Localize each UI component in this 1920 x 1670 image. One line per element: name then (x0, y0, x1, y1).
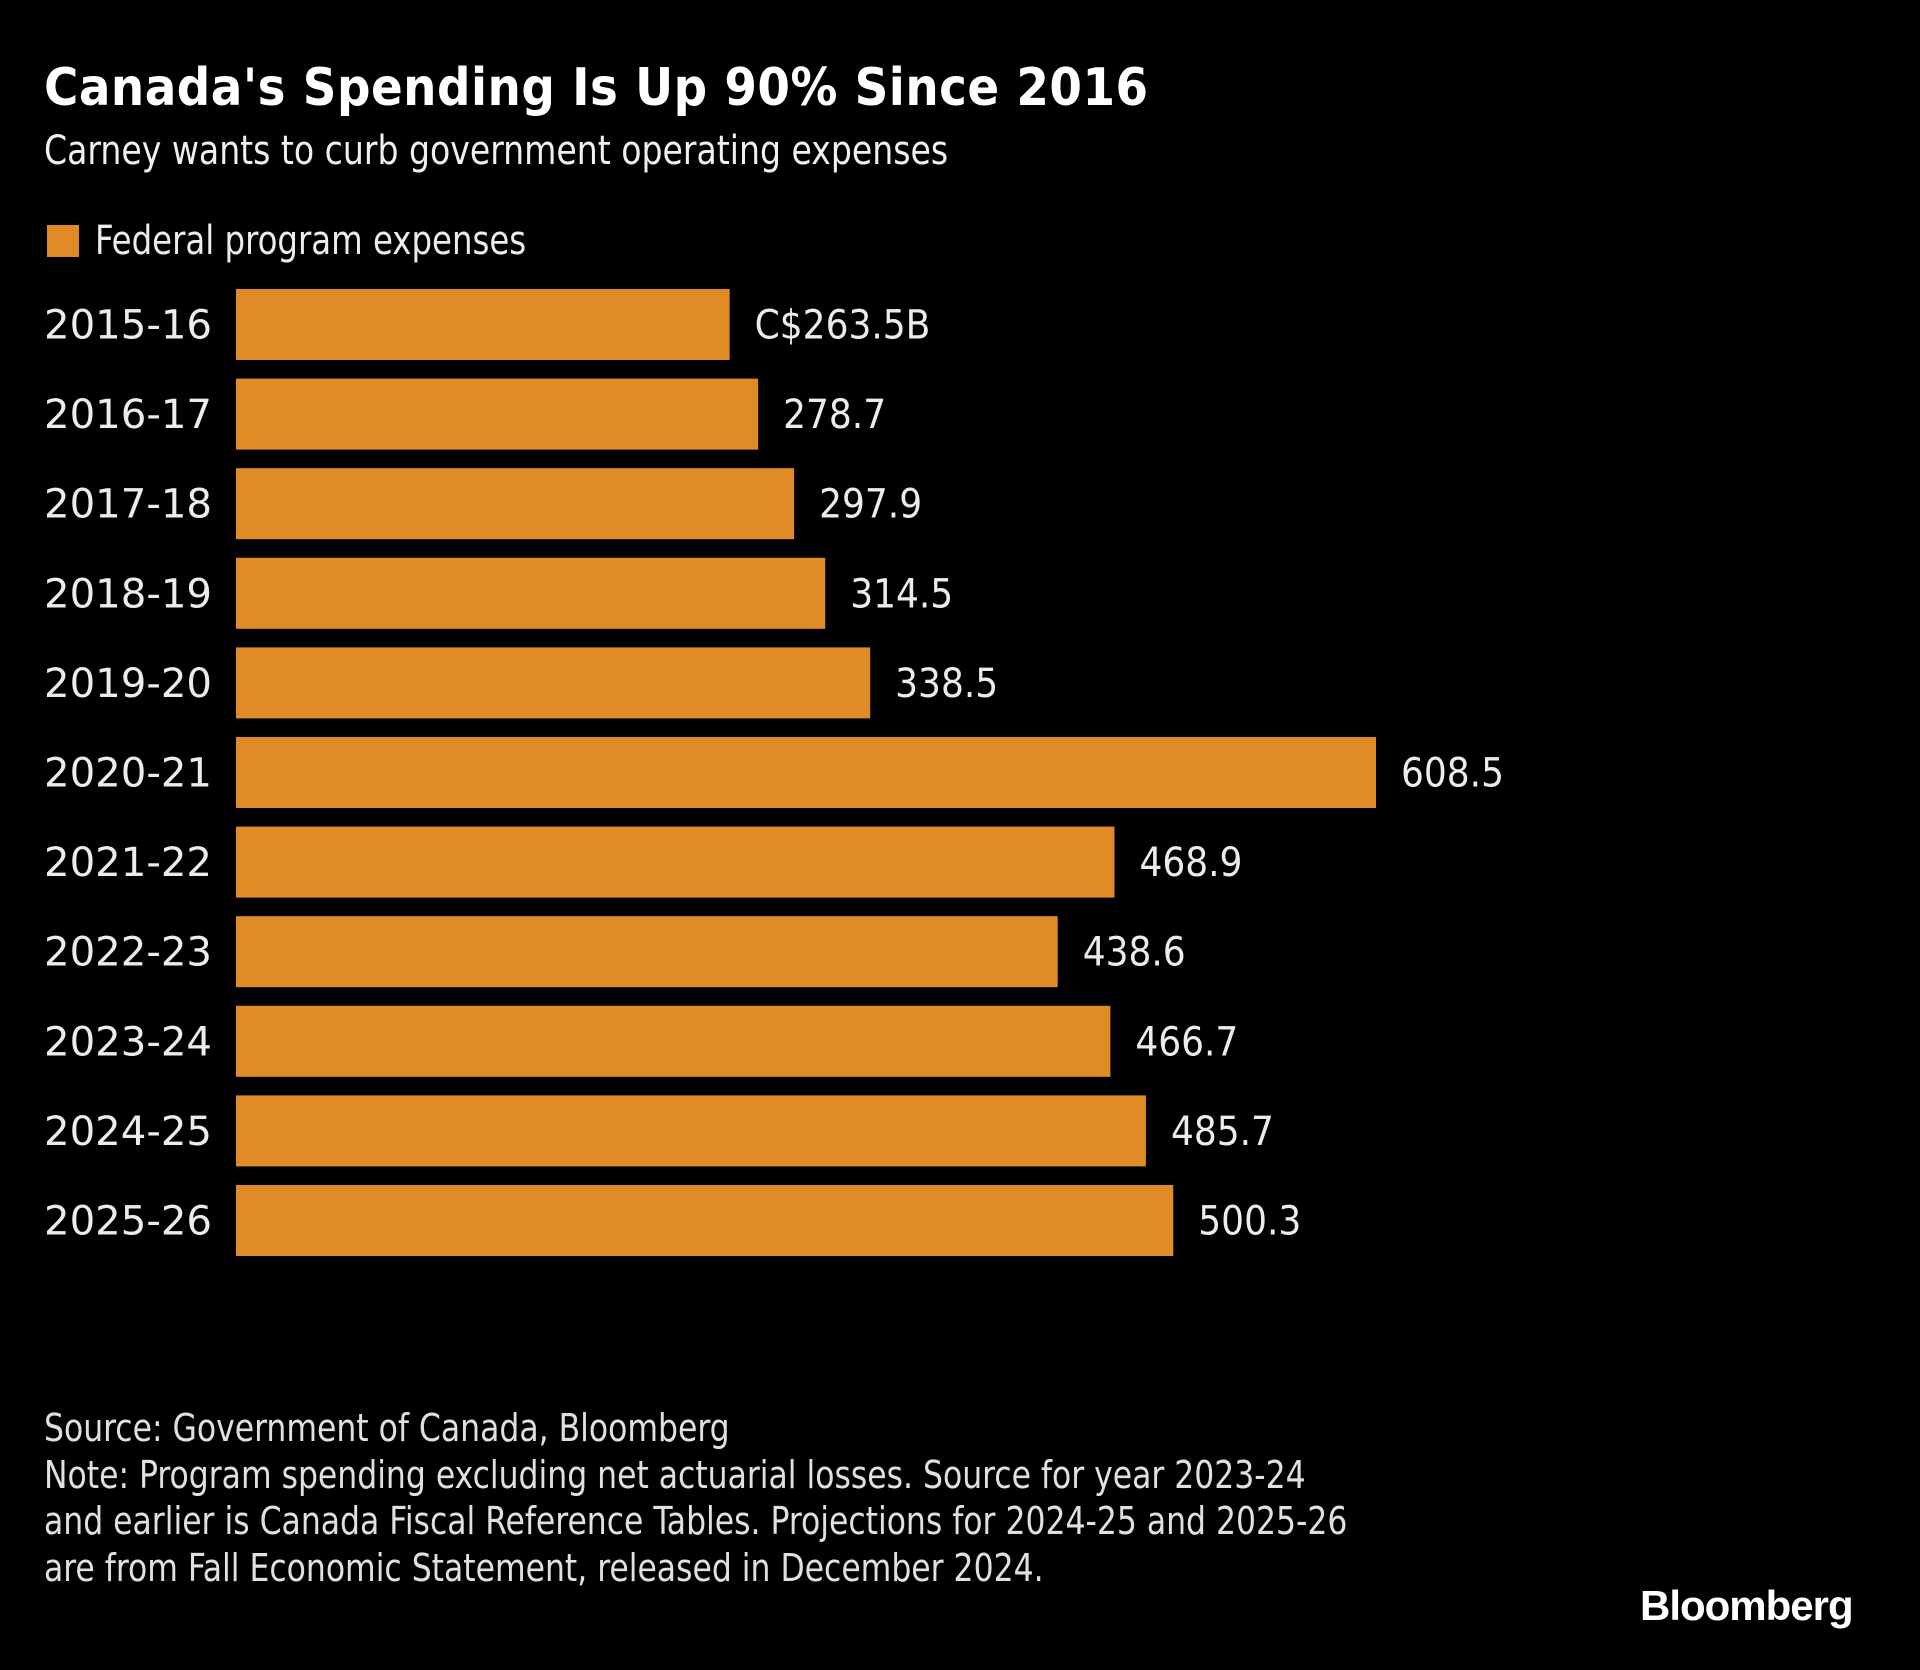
category-label: 2022-23 (44, 930, 212, 976)
legend-swatch (47, 225, 79, 257)
value-label: 500.3 (1198, 1199, 1301, 1245)
chart-title: Canada's Spending Is Up 90% Since 2016 (44, 58, 1149, 118)
bar-2024-25 (236, 1095, 1146, 1167)
source-text: Source: Government of Canada, Bloomberg (44, 1406, 730, 1450)
category-label: 2017-18 (44, 482, 212, 528)
category-label: 2023-24 (44, 1019, 212, 1065)
value-label: 297.9 (819, 482, 922, 528)
category-label: 2025-26 (44, 1199, 212, 1245)
bar-2022-23 (236, 916, 1058, 988)
category-label: 2024-25 (44, 1109, 212, 1155)
category-label: 2021-22 (44, 840, 212, 886)
category-label: 2019-20 (44, 661, 212, 707)
bar-2025-26 (236, 1185, 1174, 1256)
value-label: 485.7 (1171, 1109, 1274, 1155)
bar-2019-20 (236, 647, 871, 719)
bar-2018-19 (236, 557, 826, 629)
legend-label: Federal program expenses (95, 218, 527, 264)
value-label: 438.6 (1083, 930, 1186, 976)
note-text: Note: Program spending excluding net act… (44, 1452, 1358, 1590)
bar-2016-17 (236, 378, 759, 450)
value-label: 338.5 (895, 661, 998, 707)
value-label: C$263.5B (755, 303, 931, 349)
legend: Federal program expenses (47, 218, 574, 264)
category-label: 2015-16 (44, 303, 212, 349)
value-label: 314.5 (850, 571, 953, 617)
bloomberg-logo: Bloomberg (1640, 1582, 1854, 1629)
value-label: 608.5 (1401, 751, 1504, 797)
category-label: 2020-21 (44, 751, 212, 797)
bar-2020-21 (236, 737, 1376, 808)
footer: Source: Government of Canada, Bloomberg … (44, 1405, 1350, 1591)
bar-chart: 2015-16 C$263.5B 2016-17 278.7 2017-18 297.9 2… (44, 289, 1504, 1256)
category-label: 2018-19 (44, 571, 212, 617)
category-label: 2016-17 (44, 392, 212, 438)
bar-2015-16 (236, 289, 730, 360)
value-label: 278.7 (783, 392, 886, 438)
value-label: 466.7 (1135, 1019, 1238, 1065)
bar-2021-22 (236, 826, 1115, 898)
bar-2023-24 (236, 1005, 1111, 1077)
value-label: 468.9 (1139, 840, 1242, 886)
chart-subtitle: Carney wants to curb government operatin… (44, 128, 949, 174)
bar-2017-18 (236, 468, 795, 540)
